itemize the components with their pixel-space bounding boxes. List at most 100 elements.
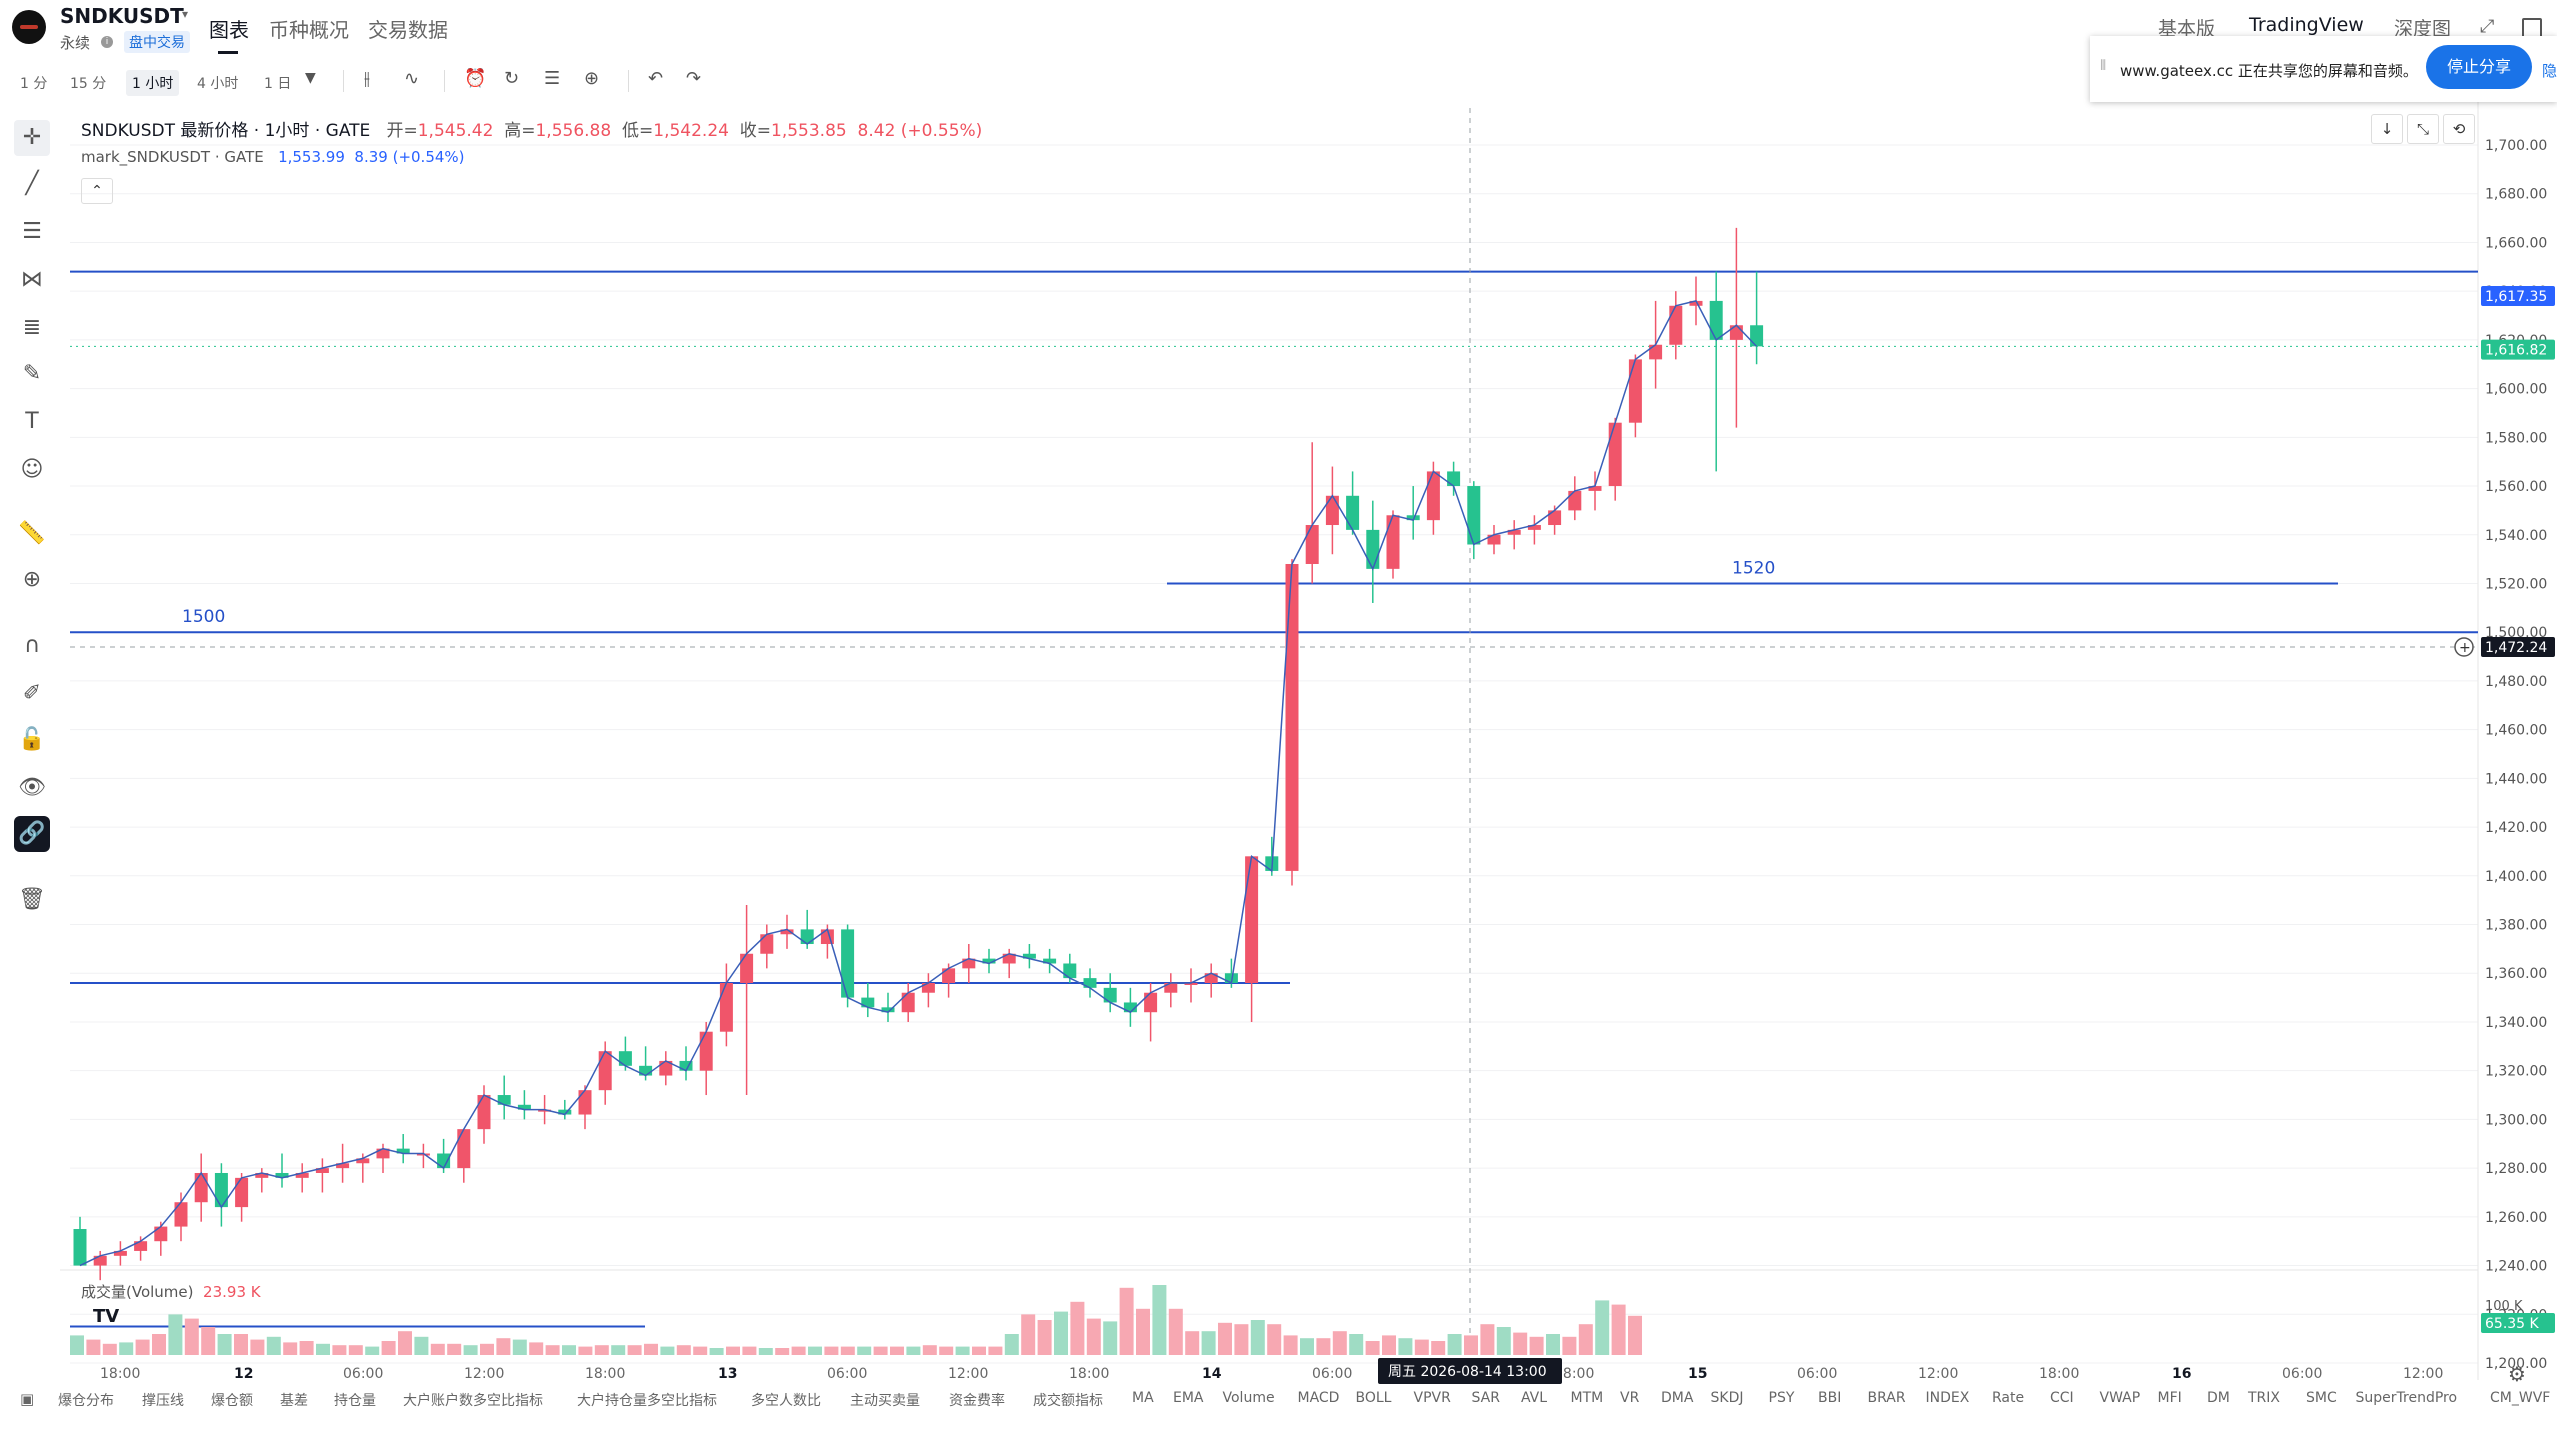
tab-chart[interactable]: 图表 — [209, 18, 249, 42]
indicator-tab[interactable]: 主动买卖量 — [850, 1393, 920, 1409]
tab-coin-overview[interactable]: 币种概况 — [269, 18, 349, 42]
indicator-tab[interactable]: MACD — [1297, 1390, 1340, 1406]
volume-bar — [201, 1327, 216, 1355]
indicator-tab[interactable]: EMA — [1173, 1390, 1204, 1406]
screen-share-popup: ⦀ www.gateex.cc 正在共享您的屏幕和音频。 停止分享 隐 — [2090, 36, 2557, 102]
replay-icon[interactable]: ↻ — [504, 68, 520, 89]
last-price-badge: 1,617.35 — [2485, 289, 2547, 305]
visibility-icon[interactable]: 👁 — [18, 775, 46, 800]
undo-icon[interactable]: ↶ — [648, 68, 664, 89]
zoom-in-tool-icon[interactable]: ⊕ — [22, 567, 42, 592]
candle-type-icon[interactable]: ⫲ — [364, 68, 370, 89]
redo-icon[interactable]: ↷ — [686, 68, 702, 89]
indicator-tab[interactable]: Volume — [1222, 1390, 1275, 1406]
magnet-tool-icon[interactable]: ∩ — [23, 633, 41, 658]
timeframe-1d[interactable]: 1 日 — [264, 76, 292, 92]
time-tick-label: 18:00 — [585, 1366, 625, 1382]
add-plus-icon[interactable]: ⊕ — [584, 68, 600, 89]
timeframe-15m[interactable]: 15 分 — [70, 76, 107, 92]
indicator-tab[interactable]: 持仓量 — [334, 1393, 376, 1409]
brush-tool-icon[interactable]: ✎ — [22, 361, 42, 386]
volume-bar — [365, 1346, 380, 1355]
indicator-tab[interactable]: MFI — [2157, 1390, 2182, 1406]
info-icon[interactable]: i — [101, 36, 113, 48]
indicator-tab[interactable]: BBI — [1818, 1390, 1842, 1406]
indicator-tab[interactable]: 基差 — [280, 1393, 308, 1409]
indicator-tab[interactable]: PSY — [1768, 1390, 1795, 1406]
drag-handle-icon[interactable]: ⦀ — [2100, 58, 2107, 74]
indicator-tab[interactable]: 爆仓分布 — [58, 1393, 114, 1409]
collapse-legend-button[interactable]: ⌃ — [81, 178, 113, 204]
channel-tool-icon[interactable]: ☰ — [22, 219, 42, 244]
caret-down-icon[interactable]: ▼ — [305, 70, 316, 86]
settings-gear-icon[interactable]: ⚙ — [2508, 1362, 2526, 1386]
indicator-tab[interactable]: 撑压线 — [142, 1393, 184, 1409]
stop-sharing-button[interactable]: 停止分享 — [2426, 45, 2532, 89]
indicator-tab[interactable]: 爆仓额 — [211, 1393, 253, 1409]
indicator-tab[interactable]: 大户账户数多空比指标 — [403, 1393, 543, 1409]
indicator-tab[interactable]: CCI — [2050, 1390, 2074, 1406]
candle-body — [1447, 471, 1461, 487]
crosshair-tool-icon[interactable]: ✛ — [14, 120, 50, 156]
indicator-tab[interactable]: Rate — [1992, 1390, 2025, 1406]
mark-change: 8.39 (+0.54%) — [354, 148, 465, 166]
chevron-down-icon[interactable]: ▾ — [182, 7, 189, 21]
pattern-tool-icon[interactable]: ⋈ — [21, 267, 43, 292]
indicator-tab[interactable]: TRIX — [2248, 1390, 2280, 1406]
view-depth[interactable]: 深度图 — [2394, 18, 2452, 40]
legend-title: SNDKUSDT 最新价格 · 1小时 · GATE — [81, 121, 371, 141]
price-tick-label: 1,600.00 — [2485, 382, 2547, 398]
indicator-tab[interactable]: CM_WVF — [2490, 1390, 2551, 1406]
candle-body — [659, 1060, 673, 1076]
view-tradingview[interactable]: TradingView — [2249, 14, 2364, 36]
indicator-tab[interactable]: VWAP — [2099, 1390, 2141, 1406]
trendline-tool-icon[interactable]: ╱ — [25, 171, 39, 196]
indicator-tab[interactable]: MTM — [1570, 1390, 1604, 1406]
indicator-tab[interactable]: INDEX — [1925, 1390, 1970, 1406]
alert-icon[interactable]: ⏰ — [464, 68, 487, 89]
indicator-tab[interactable]: SMC — [2306, 1390, 2337, 1406]
indicator-tab[interactable]: VPVR — [1413, 1390, 1451, 1406]
text-tool-icon[interactable]: T — [25, 409, 39, 434]
emoji-tool-icon[interactable]: ☺ — [20, 457, 44, 482]
tab-trading-data[interactable]: 交易数据 — [368, 18, 448, 42]
fullscreen-icon[interactable]: ⤡ — [2407, 114, 2439, 144]
templates-icon[interactable]: ☰ — [544, 68, 561, 89]
indicator-tab[interactable]: BRAR — [1867, 1390, 1906, 1406]
calendar-icon[interactable]: ▣ — [20, 1390, 35, 1408]
indicator-tab[interactable]: 资金费率 — [949, 1393, 1005, 1409]
indicator-tab[interactable]: SAR — [1471, 1390, 1500, 1406]
price-tick-label: 1,260.00 — [2485, 1210, 2547, 1226]
low-label: 低= — [622, 121, 654, 141]
ruler-tool-icon[interactable]: 📏 — [18, 521, 46, 546]
fib-tool-icon[interactable]: ≣ — [22, 315, 42, 340]
indicator-tab[interactable]: 多空人数比 — [751, 1393, 821, 1409]
hide-button[interactable]: 隐 — [2542, 62, 2557, 80]
lock-draw-tool-icon[interactable]: ✐ — [22, 681, 42, 706]
symbol-name[interactable]: SNDKUSDT — [60, 4, 184, 28]
candle-body — [1245, 856, 1259, 983]
lock-icon[interactable]: 🔓 — [18, 727, 46, 752]
timeframe-1m[interactable]: 1 分 — [20, 76, 48, 92]
indicator-tab[interactable]: 成交额指标 — [1033, 1393, 1103, 1409]
indicator-tab[interactable]: SKDJ — [1710, 1390, 1744, 1406]
refresh-icon[interactable]: ⟲ — [2443, 114, 2475, 144]
link-icon[interactable]: 🔗 — [14, 816, 50, 852]
indicator-tab[interactable]: SuperTrendPro — [2355, 1390, 2458, 1406]
indicator-tab[interactable]: VR — [1620, 1390, 1640, 1406]
indicators-icon[interactable]: ∿ — [404, 68, 420, 89]
indicator-tab[interactable]: DMA — [1661, 1390, 1694, 1406]
timeframe-1h[interactable]: 1 小时 — [126, 70, 180, 96]
expand-icon[interactable]: ⤢ — [2480, 16, 2495, 37]
download-icon[interactable]: ↓ — [2371, 114, 2403, 144]
indicator-tab[interactable]: AVL — [1521, 1390, 1548, 1406]
indicator-tab[interactable]: DM — [2207, 1390, 2230, 1406]
timeframe-4h[interactable]: 4 小时 — [197, 76, 239, 92]
indicator-tab[interactable]: MA — [1132, 1390, 1154, 1406]
volume-bar — [1332, 1331, 1347, 1355]
indicator-tab[interactable]: BOLL — [1355, 1390, 1392, 1406]
trash-icon[interactable]: 🗑 — [18, 887, 46, 912]
view-basic[interactable]: 基本版 — [2158, 18, 2216, 40]
indicator-tab[interactable]: 大户持仓量多空比指标 — [577, 1393, 717, 1409]
